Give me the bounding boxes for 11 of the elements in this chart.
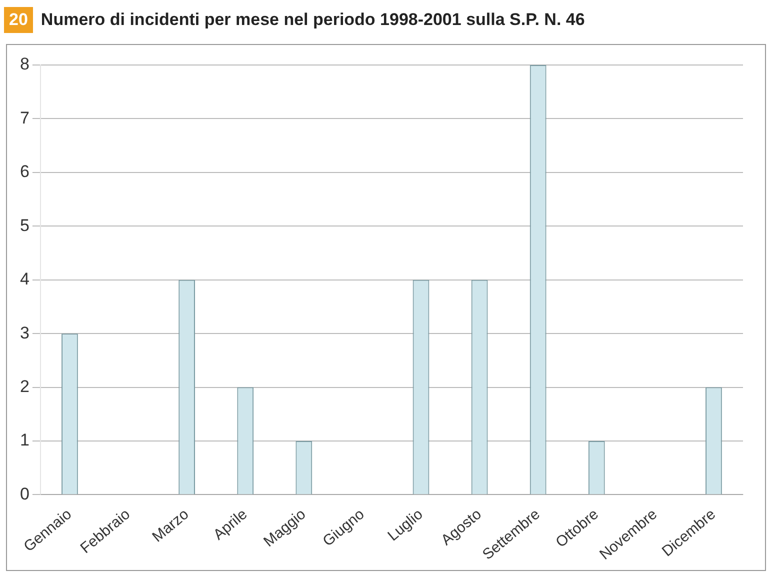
y-tick-label: 2 [20,376,30,396]
y-tick-label: 5 [20,216,30,235]
y-tick-label: 3 [20,323,30,342]
y-tick-label: 1 [20,430,30,450]
text: 20 [4,7,33,33]
y-tick-label: 7 [20,108,30,128]
y-tick-label: 8 [20,54,30,74]
y-tick-label: 0 [20,484,30,504]
y-tick-label: 4 [20,270,30,289]
chart-title: Numero di incidenti per mese nel periodo 1998-2001 sulla S.P. N. 46 [40,10,585,30]
y-tick-label: 6 [20,162,30,182]
